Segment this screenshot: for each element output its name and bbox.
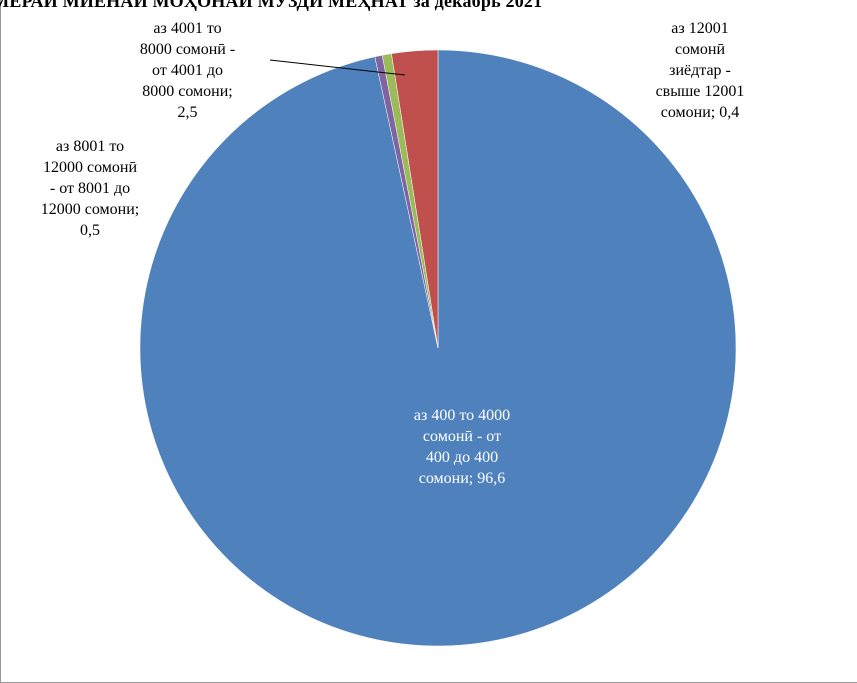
chart-title: ОМЕРАИ МИЁНАИ МОҲОНАИ МУЗДИ МЕҲНАТ за де… [0,0,543,11]
data-label-slice-3: аз 12001 сомонӣ зиёдтар - свыше 12001 со… [655,20,745,121]
pie-slice-3 [374,54,439,349]
leader-line-slice-1 [269,59,406,76]
data-label-slice-1: аз 4001 то 8000 сомонӣ - от 4001 до 8000… [139,20,236,121]
data-label-slice-0: аз 400 то 4000 сомонӣ - от 400 до 400 со… [413,407,511,487]
data-label-slice-2: аз 8001 то 12000 сомонӣ - от 8001 до 120… [40,138,140,239]
